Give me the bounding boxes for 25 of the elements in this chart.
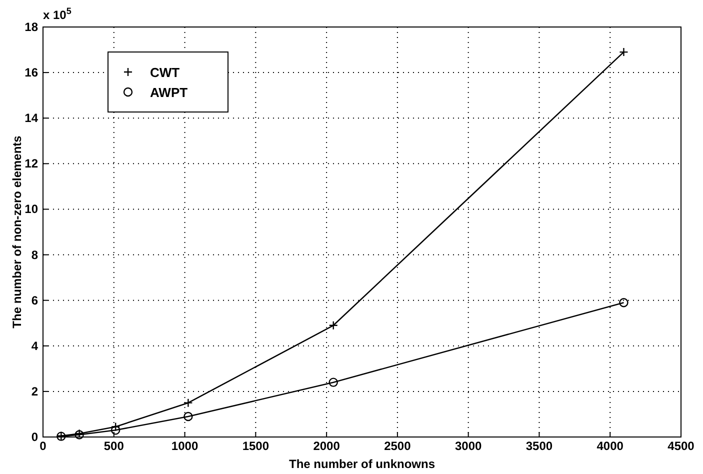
x-tick-label: 3000: [454, 439, 482, 453]
y-tick-label: 12: [24, 156, 38, 171]
x-tick-label: 2500: [384, 439, 412, 453]
x-tick-label: 500: [104, 439, 124, 453]
y-tick-label: 8: [31, 248, 38, 262]
x-tick-label: 3500: [526, 439, 553, 453]
x-tick-label: 1000: [171, 439, 198, 453]
y-tick-label: 6: [31, 293, 38, 308]
y-tick-label: 14: [24, 111, 38, 126]
y-axis-title: The number of non-zero elements: [10, 135, 24, 328]
x-tick-label: 4000: [596, 439, 624, 453]
x-tick-label: 2000: [313, 439, 340, 453]
x-axis-title: The number of unknowns: [289, 457, 436, 471]
y-tick-label: 18: [24, 20, 38, 34]
x-tick-label: 4500: [668, 439, 695, 453]
x-tick-label: 1500: [242, 439, 270, 453]
legend-label: AWPT: [150, 85, 188, 100]
text: x 10$^{5}$: [43, 6, 72, 22]
x-tick-label: 0: [40, 439, 47, 453]
y-tick-label: 2: [31, 384, 38, 398]
legend-label: CWT: [150, 65, 180, 80]
y-tick-label: 10: [24, 202, 38, 216]
y-tick-label: 4: [31, 338, 38, 353]
y-tick-label: 0: [31, 430, 38, 444]
y-tick-label: 16: [24, 66, 38, 80]
